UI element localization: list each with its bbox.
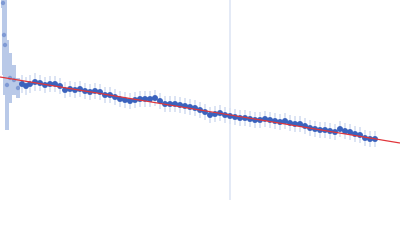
data-point bbox=[342, 128, 348, 134]
data-point bbox=[282, 118, 288, 124]
data-point bbox=[157, 98, 163, 104]
data-point bbox=[4, 82, 10, 88]
data-point bbox=[297, 121, 303, 127]
data-point bbox=[347, 129, 353, 135]
data-point bbox=[152, 95, 158, 101]
data-point bbox=[0, 0, 6, 6]
data-point bbox=[2, 42, 8, 48]
data-point bbox=[127, 98, 133, 104]
fit-line bbox=[0, 76, 400, 144]
data-point bbox=[122, 97, 128, 103]
data-point bbox=[337, 126, 343, 132]
data-point bbox=[1, 32, 7, 38]
data-point bbox=[147, 96, 153, 102]
data-point bbox=[227, 113, 233, 119]
data-point bbox=[72, 87, 78, 93]
chart bbox=[0, 0, 400, 200]
data-point bbox=[322, 127, 328, 133]
data-point bbox=[15, 85, 21, 91]
data-point bbox=[207, 112, 213, 118]
